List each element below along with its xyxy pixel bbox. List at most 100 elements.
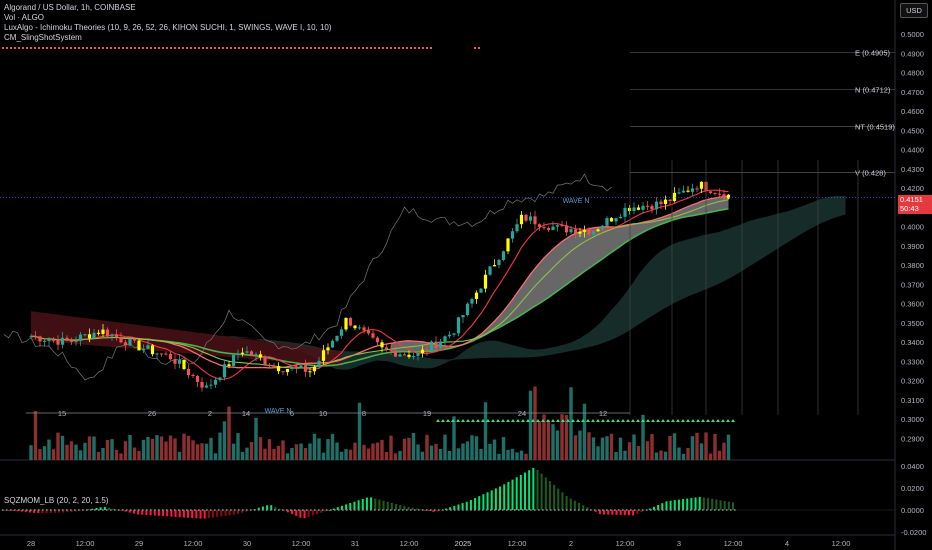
volume-bar	[123, 441, 128, 460]
candle	[447, 334, 452, 337]
signal-dot	[621, 419, 625, 422]
volume-bar	[258, 437, 263, 460]
candle	[285, 369, 290, 373]
volume-bar	[155, 435, 159, 460]
signal-dot	[298, 47, 300, 49]
signal-dot	[202, 47, 204, 49]
volume-bar	[623, 450, 627, 460]
volume-bar	[249, 442, 254, 460]
sqzmom-bar	[37, 510, 40, 514]
sqzmom-bar	[415, 508, 418, 510]
sqzmom-bar	[698, 496, 701, 510]
x-tick-label: 28	[27, 539, 35, 548]
signal-dot	[230, 47, 232, 49]
sqzmom-bar	[411, 507, 414, 510]
signal-dot	[42, 47, 44, 49]
signal-dot	[318, 47, 320, 49]
squeeze-dot	[178, 509, 180, 511]
candle	[78, 334, 83, 341]
squeeze-dot	[370, 509, 372, 511]
squeeze-dot	[162, 509, 164, 511]
signal-dot	[94, 47, 96, 49]
volume-bar	[101, 447, 105, 460]
signal-dot	[234, 47, 236, 49]
sqzmom-bar	[494, 488, 497, 510]
candle	[42, 340, 47, 342]
volume-bar	[389, 435, 393, 460]
sqzmom-bar	[565, 496, 568, 510]
candle	[546, 228, 551, 231]
volume-bar	[695, 432, 699, 460]
squeeze-dot	[646, 509, 648, 511]
signal-dot	[246, 47, 248, 49]
candle	[555, 225, 560, 227]
squeeze-dot	[266, 509, 268, 511]
volume-bar	[362, 444, 366, 460]
signal-dot	[626, 419, 630, 422]
signal-dot	[126, 47, 128, 49]
candle	[56, 339, 60, 345]
squeeze-dot	[306, 509, 308, 511]
volume-bar	[528, 390, 533, 460]
currency-button[interactable]: USD	[900, 3, 928, 18]
volume-bar	[60, 435, 65, 460]
sqzmom-bar	[187, 510, 190, 518]
sqzmom-bar	[195, 510, 198, 519]
sqzmom-bar	[116, 509, 119, 511]
candle	[650, 205, 654, 210]
squeeze-dot	[446, 509, 448, 511]
sqzmom-bar	[174, 510, 177, 517]
volume-bar	[110, 439, 114, 460]
squeeze-dot	[254, 509, 256, 511]
candle	[231, 354, 236, 367]
signal-dot	[591, 419, 595, 422]
candle	[483, 274, 488, 289]
candle	[60, 337, 65, 345]
volume-bar	[708, 453, 713, 460]
y-tick-label: 0.5000	[901, 30, 924, 39]
sqzmom-bar	[390, 502, 393, 510]
y-tick-label: 0.4900	[901, 49, 924, 58]
candle	[110, 334, 114, 337]
signal-dot	[696, 419, 700, 422]
sqzmom-bar	[424, 510, 427, 511]
signal-dot	[501, 419, 505, 422]
candle	[429, 341, 434, 352]
squeeze-dot	[686, 509, 688, 511]
volume-bar	[339, 451, 344, 460]
squeeze-dot	[334, 509, 336, 511]
sqzmom-bar	[170, 510, 173, 517]
squeeze-dot	[82, 509, 84, 511]
sqzmom-bar	[465, 501, 468, 510]
candle	[510, 231, 515, 239]
sqzmom-bar	[137, 510, 140, 515]
volume-bar	[497, 453, 501, 460]
kihon-suchi-label: 6	[290, 409, 294, 418]
volume-bar	[627, 442, 632, 460]
volume-bar	[276, 445, 281, 460]
squeeze-dot	[458, 509, 460, 511]
volume-bar	[222, 421, 227, 460]
candle	[438, 341, 443, 348]
volume-bar	[420, 451, 425, 460]
squeeze-dot	[250, 509, 252, 511]
candle	[690, 188, 695, 192]
signal-dot	[506, 419, 510, 422]
squeeze-dot	[538, 509, 540, 511]
signal-dot	[441, 419, 445, 422]
y-tick-label: 0.3500	[901, 319, 924, 328]
sqzmom-bar	[132, 510, 135, 514]
squeeze-dot	[498, 509, 500, 511]
candle	[101, 329, 105, 334]
sqzmom-bar	[499, 486, 502, 510]
candle	[357, 327, 362, 329]
squeeze-dot	[214, 509, 216, 511]
squeeze-dot	[130, 509, 132, 511]
x-tick-label: 12:00	[508, 539, 527, 548]
volume-bar	[281, 440, 285, 460]
squeeze-dot	[278, 509, 280, 511]
candle	[150, 345, 155, 355]
sqzmom-bar	[374, 498, 377, 510]
sqzmom-bar	[690, 497, 693, 510]
